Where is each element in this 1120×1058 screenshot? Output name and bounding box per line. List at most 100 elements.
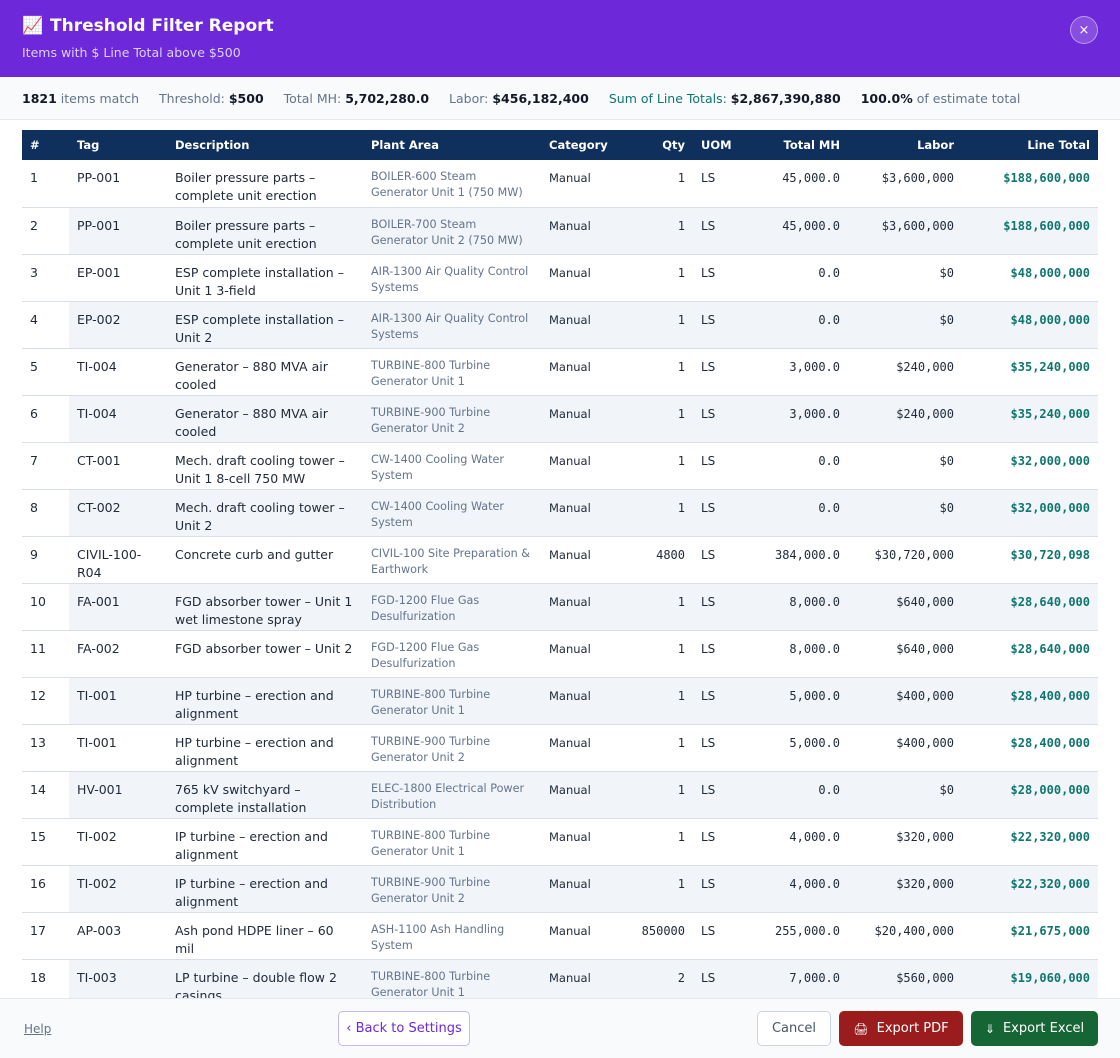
labor-cell: $400,000 xyxy=(848,724,962,772)
table-row[interactable]: 13 TI-001 HP turbine – erection and alignm… xyxy=(22,724,1098,772)
row-number: 16 xyxy=(22,865,69,913)
labor-label: Labor: xyxy=(449,90,489,106)
labor-value: $456,182,400 xyxy=(492,90,589,106)
qty-cell: 850000 xyxy=(627,912,693,960)
line-total-cell: $28,400,000 xyxy=(962,677,1098,725)
plant-area-cell: ASH-1100 Ash Handling System xyxy=(363,912,541,960)
summary-labor: Labor: $456,182,400 xyxy=(449,91,589,106)
table-row[interactable]: 5 TI-004 Generator – 880 MVA air cooled TUR… xyxy=(22,348,1098,396)
table-row[interactable]: 18 TI-003 LP turbine – double flow 2 casin… xyxy=(22,959,1098,998)
export-excel-label: Export Excel xyxy=(1002,1021,1085,1036)
table-row[interactable]: 9 CIVIL-100-R04 Concrete curb and gutter CI… xyxy=(22,536,1098,584)
close-button[interactable]: × xyxy=(1070,16,1098,44)
help-link[interactable]: Help xyxy=(24,1021,52,1036)
results-table-scroll[interactable]: # Tag Description Plant Area Category Qty UOM T… xyxy=(0,120,1120,998)
qty-cell: 1 xyxy=(627,160,693,208)
table-row[interactable]: 1 PP-001 Boiler pressure parts – complete … xyxy=(22,160,1098,208)
table-row[interactable]: 7 CT-001 Mech. draft cooling tower – Unit … xyxy=(22,442,1098,490)
description-cell: FGD absorber tower – Unit 2 xyxy=(167,630,363,678)
close-icon: × xyxy=(1078,22,1090,38)
tag-cell: TI-004 xyxy=(69,395,167,443)
table-row[interactable]: 12 TI-001 HP turbine – erection and alignm… xyxy=(22,677,1098,725)
tag-cell: FA-002 xyxy=(69,630,167,678)
export-pdf-button[interactable]: 🖨 Export PDF xyxy=(839,1011,963,1046)
row-number: 5 xyxy=(22,348,69,396)
category-cell: Manual xyxy=(541,536,627,584)
row-number: 1 xyxy=(22,160,69,208)
uom-cell: LS xyxy=(693,207,745,255)
table-row[interactable]: 4 EP-002 ESP complete installation – Unit … xyxy=(22,301,1098,349)
tag-cell: CIVIL-100-R04 xyxy=(69,536,167,584)
total-mh-cell: 3,000.0 xyxy=(745,395,848,443)
modal-title: Threshold Filter Report xyxy=(50,16,274,36)
qty-cell: 1 xyxy=(627,583,693,631)
table-body: 1 PP-001 Boiler pressure parts – complete … xyxy=(22,160,1098,998)
uom-cell: LS xyxy=(693,724,745,772)
line-total-cell: $48,000,000 xyxy=(962,301,1098,349)
category-cell: Manual xyxy=(541,630,627,678)
total-mh-cell: 4,000.0 xyxy=(745,818,848,866)
qty-cell: 1 xyxy=(627,865,693,913)
category-cell: Manual xyxy=(541,912,627,960)
total-mh-cell: 8,000.0 xyxy=(745,630,848,678)
total-mh-cell: 4,000.0 xyxy=(745,865,848,913)
plant-area-cell: BOILER-600 Steam Generator Unit 1 (750 M… xyxy=(363,160,541,208)
category-cell: Manual xyxy=(541,301,627,349)
modal-subtitle: Items with $ Line Total above $500 xyxy=(22,45,241,60)
summary-threshold: Threshold: $500 xyxy=(159,91,264,106)
plant-area-cell: FGD-1200 Flue Gas Desulfurization xyxy=(363,630,541,678)
qty-cell: 1 xyxy=(627,395,693,443)
table-row[interactable]: 10 FA-001 FGD absorber tower – Unit 1 wet … xyxy=(22,583,1098,631)
title-row: 📈 Threshold Filter Report xyxy=(22,16,1098,36)
plant-area-cell: TURBINE-800 Turbine Generator Unit 1 xyxy=(363,959,541,998)
uom-cell: LS xyxy=(693,301,745,349)
modal-footer: Help ‹ Back to Settings Cancel 🖨 Export … xyxy=(0,998,1120,1058)
uom-cell: LS xyxy=(693,348,745,396)
chart-increasing-icon: 📈 xyxy=(22,16,44,36)
table-row[interactable]: 14 HV-001 765 kV switchyard – complete ins… xyxy=(22,771,1098,819)
category-cell: Manual xyxy=(541,724,627,772)
tag-cell: CT-001 xyxy=(69,442,167,490)
total-mh-cell: 5,000.0 xyxy=(745,724,848,772)
cancel-button[interactable]: Cancel xyxy=(757,1011,831,1046)
plant-area-cell: FGD-1200 Flue Gas Desulfurization xyxy=(363,583,541,631)
description-cell: Boiler pressure parts – complete unit er… xyxy=(167,207,363,255)
plant-area-cell: ELEC-1800 Electrical Power Distribution xyxy=(363,771,541,819)
row-number: 7 xyxy=(22,442,69,490)
table-row[interactable]: 8 CT-002 Mech. draft cooling tower – Unit … xyxy=(22,489,1098,537)
table-row[interactable]: 2 PP-001 Boiler pressure parts – complete … xyxy=(22,207,1098,255)
back-to-settings-button[interactable]: ‹ Back to Settings xyxy=(338,1011,470,1046)
labor-cell: $240,000 xyxy=(848,348,962,396)
description-cell: Boiler pressure parts – complete unit er… xyxy=(167,160,363,208)
total-mh-cell: 255,000.0 xyxy=(745,912,848,960)
labor-cell: $0 xyxy=(848,301,962,349)
tag-cell: AP-003 xyxy=(69,912,167,960)
qty-cell: 4800 xyxy=(627,536,693,584)
table-row[interactable]: 15 TI-002 IP turbine – erection and alignm… xyxy=(22,818,1098,866)
category-cell: Manual xyxy=(541,583,627,631)
total-mh-cell: 3,000.0 xyxy=(745,348,848,396)
column-header: Labor xyxy=(848,130,962,160)
table-row[interactable]: 16 TI-002 IP turbine – erection and alignm… xyxy=(22,865,1098,913)
plant-area-cell: CIVIL-100 Site Preparation & Earthwork xyxy=(363,536,541,584)
tag-cell: TI-002 xyxy=(69,818,167,866)
labor-cell: $640,000 xyxy=(848,630,962,678)
export-excel-button[interactable]: ⇓ Export Excel xyxy=(971,1011,1098,1046)
description-cell: ESP complete installation – Unit 1 3-fie… xyxy=(167,254,363,302)
row-number: 17 xyxy=(22,912,69,960)
category-cell: Manual xyxy=(541,395,627,443)
summary-items-match: 1821 items match xyxy=(22,91,139,106)
table-row[interactable]: 17 AP-003 Ash pond HDPE liner – 60 mil ASH-… xyxy=(22,912,1098,960)
tag-cell: PP-001 xyxy=(69,207,167,255)
table-row[interactable]: 3 EP-001 ESP complete installation – Unit … xyxy=(22,254,1098,302)
category-cell: Manual xyxy=(541,959,627,998)
labor-cell: $560,000 xyxy=(848,959,962,998)
total-mh-cell: 7,000.0 xyxy=(745,959,848,998)
uom-cell: LS xyxy=(693,489,745,537)
table-row[interactable]: 6 TI-004 Generator – 880 MVA air cooled TUR… xyxy=(22,395,1098,443)
labor-cell: $400,000 xyxy=(848,677,962,725)
uom-cell: LS xyxy=(693,912,745,960)
tag-cell: PP-001 xyxy=(69,160,167,208)
table-row[interactable]: 11 FA-002 FGD absorber tower – Unit 2 FGD-1… xyxy=(22,630,1098,678)
tag-cell: CT-002 xyxy=(69,489,167,537)
